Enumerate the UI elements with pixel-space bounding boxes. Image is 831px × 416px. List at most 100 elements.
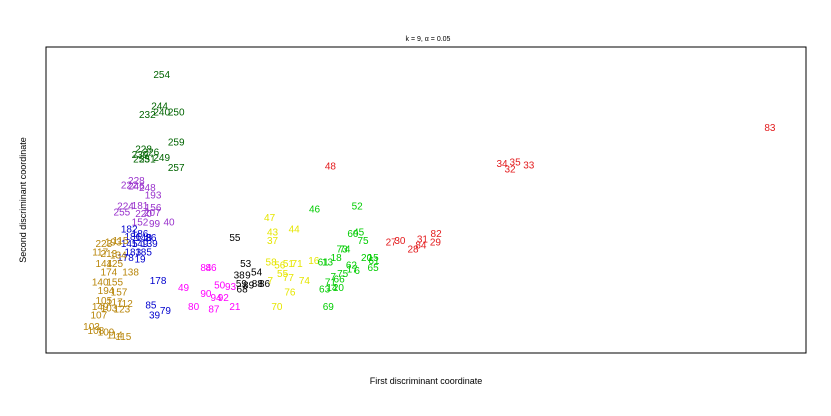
point-label: 85 [145,300,157,311]
point-label: 7 [331,272,337,283]
point-label: 71 [292,259,304,270]
point-label: 149 [92,302,109,313]
point-label: 48 [325,162,337,173]
point-label: 251 [139,155,156,166]
point-label: 140 [92,278,109,289]
point-label: 63 [319,285,331,296]
point-label: 87 [208,305,220,316]
point-label: 55 [229,233,241,244]
point-label: 213 [101,249,118,260]
point-label: 84 [415,240,427,251]
point-label: 15 [368,253,380,264]
point-label: 60 [347,229,359,240]
point-label: 74 [299,276,311,287]
point-label: 43 [267,228,279,239]
point-label: 58 [266,258,278,269]
y-axis-label: Second discriminant coordinate [18,137,28,263]
data-points: 2542442322402502592282392262492532512572… [83,70,776,343]
point-label: 7 [268,276,274,287]
point-label: 80 [188,302,200,313]
point-label: 155 [106,278,123,289]
point-label: 144 [95,259,112,270]
point-label: 16 [308,256,320,267]
point-label: 53 [240,259,252,270]
point-label: 13 [322,258,334,269]
point-label: 93 [225,282,237,293]
point-label: 99 [149,219,161,230]
point-label: 45 [353,228,365,239]
point-label: 183 [124,248,141,259]
point-label: 178 [150,276,167,287]
point-label: 54 [251,268,263,279]
point-label: 255 [114,207,131,218]
point-label: 77 [283,273,295,284]
point-label: 83 [764,123,776,134]
point-label: 39 [149,310,161,321]
point-label: 109 [98,328,115,339]
point-label: 232 [139,110,156,121]
point-label: 38 [234,270,246,281]
point-label: 239 [132,150,149,161]
point-label: 115 [115,332,131,343]
point-label: 182 [121,225,138,236]
point-label: 84 [200,263,212,274]
point-label: 31 [417,235,429,246]
point-label: 19 [134,255,146,266]
point-label: 138 [122,268,139,279]
point-label: 249 [153,153,170,164]
point-label: 37 [267,236,279,247]
point-label: 9 [245,270,251,281]
point-label: 6 [354,266,360,277]
point-label: 56 [274,260,286,271]
point-label: 115 [113,236,129,247]
point-label: 86 [205,263,217,274]
point-label: 156 [145,203,162,214]
point-label: 134 [110,250,127,261]
point-label: 248 [139,183,156,194]
point-label: 185 [135,248,152,259]
plot-frame [45,46,807,354]
point-label: 73 [336,245,348,256]
point-label: 86 [259,279,271,290]
point-label: 207 [144,208,161,219]
point-label: 65 [368,263,380,274]
point-label: 112 [117,299,133,310]
point-label: 253 [133,155,150,166]
point-label: 47 [264,213,276,224]
point-label: 108 [88,326,105,337]
point-label: 20 [333,283,345,294]
point-label: 32 [504,165,516,176]
point-label: 20 [361,253,373,264]
point-label: 21 [229,302,241,313]
point-label: 88 [252,279,264,290]
point-label: 82 [431,229,443,240]
point-label: 117 [107,298,123,309]
point-label: 157 [111,288,128,299]
point-label: 103 [83,322,100,333]
point-label: 178 [117,253,134,264]
point-label: 14 [326,283,338,294]
point-label: 68 [237,285,249,296]
point-label: 224 [117,202,134,213]
point-label: 228 [128,176,145,187]
point-label: 259 [168,137,185,148]
point-label: 49 [178,283,190,294]
point-label: 50 [214,280,226,291]
point-label: 228 [135,145,152,156]
point-label: 246 [128,182,145,193]
point-label: 244 [151,102,168,113]
point-label: 181 [132,201,149,212]
point-label: 105 [95,296,112,307]
point-label: 257 [168,163,185,174]
point-label: 75 [337,269,349,280]
point-label: 240 [153,107,170,118]
point-label: 149 [132,239,149,250]
point-label: 66 [334,275,346,286]
point-label: 62 [346,260,358,271]
point-label: 94 [210,293,222,304]
point-label: 18 [331,253,343,264]
point-label: 114 [107,330,123,341]
point-label: 35 [510,157,522,168]
point-label: 74 [339,245,351,256]
point-label: 152 [132,217,149,228]
